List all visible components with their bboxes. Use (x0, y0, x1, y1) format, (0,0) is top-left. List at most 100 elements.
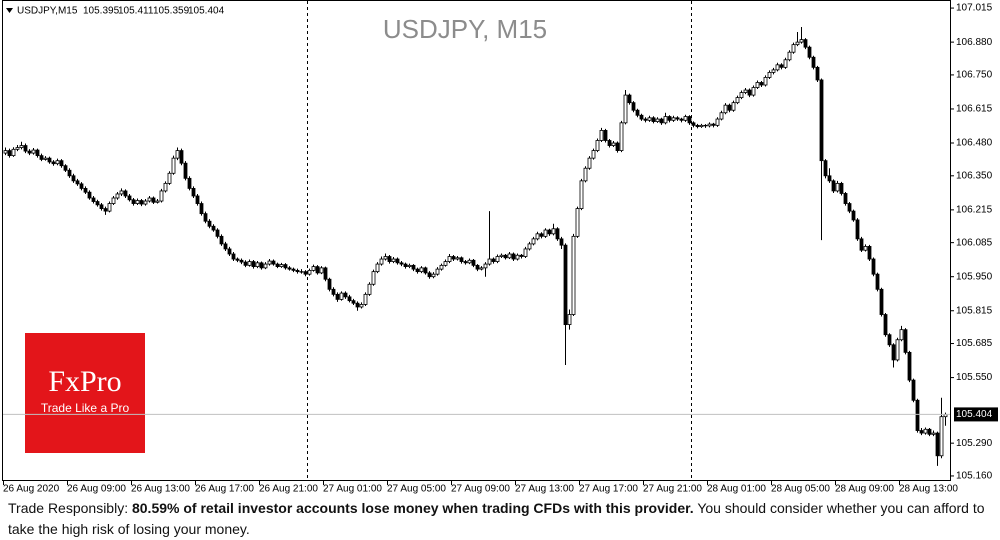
candle-body (423, 267, 428, 274)
candle-body (179, 150, 184, 164)
disclaimer-bold: 80.59% of retail investor accounts lose … (131, 500, 694, 516)
candle-body (543, 229, 548, 237)
candle-body (843, 193, 848, 204)
candle-body (231, 253, 236, 260)
candle-body (71, 175, 76, 182)
candle-body (875, 273, 880, 290)
x-tick-label: 26 Aug 2020 (3, 484, 60, 495)
candle-body (155, 200, 160, 203)
candle-body (751, 87, 756, 96)
candle-body (11, 148, 16, 157)
candle-body (327, 278, 332, 290)
candle-body (379, 258, 384, 265)
candle-body (767, 71, 772, 78)
candle-body (187, 177, 192, 189)
candle-body (303, 271, 308, 275)
current-price-label: 105.404 (956, 409, 993, 420)
candle-body (891, 344, 896, 361)
candle-body (459, 257, 464, 262)
candle-body (387, 256, 392, 262)
candle-body (671, 117, 676, 121)
candle-body (563, 244, 568, 326)
candle-body (103, 208, 108, 212)
candle-body (35, 149, 40, 157)
candle-body (307, 269, 312, 275)
x-tick-label: 26 Aug 17:00 (195, 484, 254, 495)
x-tick-label: 27 Aug 05:00 (387, 484, 446, 495)
candle-body (499, 254, 504, 257)
candle-body (419, 267, 424, 273)
candle-body (819, 79, 824, 162)
candle-body (139, 200, 144, 205)
candle-body (627, 94, 632, 104)
candle-body (403, 263, 408, 268)
candle-body (515, 254, 520, 260)
candle-body (447, 256, 452, 262)
candle-body (495, 256, 500, 262)
candle-body (731, 102, 736, 111)
candle-body (279, 264, 284, 268)
y-tick-label: 105.550 (956, 372, 993, 383)
y-tick-label: 106.085 (956, 237, 993, 248)
candle-body (283, 264, 288, 269)
candle-body (359, 304, 364, 308)
candle-body (79, 183, 84, 189)
candle-body (451, 256, 456, 260)
candle-body (803, 39, 808, 48)
candle-body (659, 118, 664, 124)
candle-body (683, 116, 688, 121)
candle-body (439, 264, 444, 270)
x-tick-label: 28 Aug 01:00 (707, 484, 766, 495)
x-tick-label: 28 Aug 09:00 (835, 484, 894, 495)
candle-body (831, 180, 836, 192)
candle-body (315, 266, 320, 274)
candle-body (287, 267, 292, 270)
candle-body (771, 69, 776, 73)
candle-body (923, 428, 928, 434)
candle-body (431, 273, 436, 278)
candle-body (595, 140, 600, 151)
candle-body (559, 238, 564, 246)
candle-body (259, 262, 264, 269)
candle-body (271, 260, 276, 265)
candle-body (19, 145, 24, 148)
candle-body (383, 256, 388, 260)
candle-body (435, 268, 440, 275)
candle-body (619, 122, 624, 151)
candle-body (827, 175, 832, 182)
candle-body (603, 130, 608, 141)
candle-body (475, 264, 480, 270)
candle-body (519, 254, 524, 257)
candle-body (443, 261, 448, 266)
candle-body (355, 302, 360, 308)
candle-body (267, 260, 272, 265)
y-tick-label: 105.950 (956, 271, 993, 282)
candle-body (319, 267, 324, 274)
candle-body (63, 165, 68, 171)
menu-icon (6, 8, 13, 13)
candle-body (643, 118, 648, 121)
candle-body (611, 142, 616, 146)
candle-body (747, 89, 752, 96)
candle-body (167, 172, 172, 184)
candle-body (367, 283, 372, 295)
candle-body (411, 264, 416, 270)
candle-body (823, 160, 828, 177)
candle-body (855, 219, 860, 240)
candle-body (247, 261, 252, 266)
candle-body (887, 334, 892, 346)
candle-body (51, 161, 56, 165)
candle-body (871, 258, 876, 275)
watermark-title: USDJPY, M15 (383, 14, 547, 44)
candle-body (199, 203, 204, 215)
header-open: 105.395 (83, 6, 120, 17)
candle-body (523, 248, 528, 257)
candle-body (331, 288, 336, 295)
candle-body (639, 114, 644, 120)
candle-body (95, 201, 100, 206)
candle-body (99, 204, 104, 209)
candle-body (471, 259, 476, 266)
candle-body (211, 225, 216, 231)
candle-body (575, 208, 580, 237)
y-tick-label: 105.290 (956, 438, 993, 449)
